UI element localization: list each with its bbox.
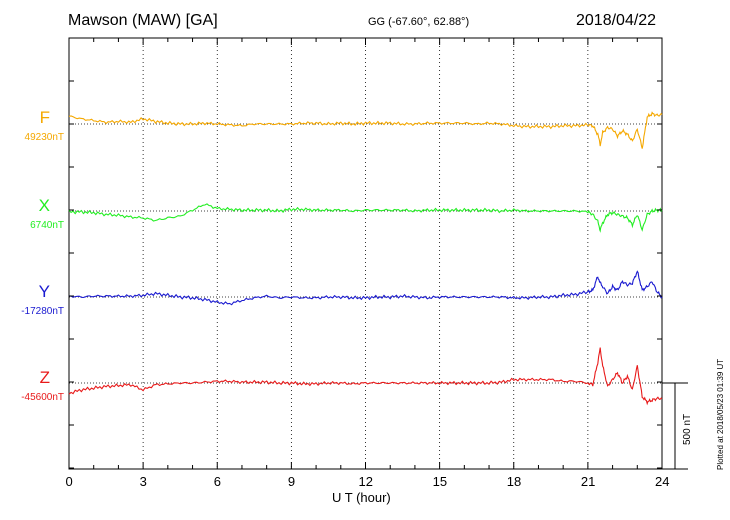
series-group [68, 111, 663, 406]
x-tick-label-12: 12 [358, 474, 373, 489]
x-tick-label-9: 9 [287, 474, 296, 489]
component-label-Z: Z [39, 368, 50, 387]
x-tick-label-18: 18 [506, 474, 522, 489]
x-tick-label-0: 0 [65, 474, 73, 489]
x-tick-label-15: 15 [432, 474, 448, 489]
series-line-F [68, 111, 663, 149]
series-line-Y [68, 270, 663, 306]
scale-bar [662, 382, 688, 470]
component-label-F: F [39, 108, 50, 127]
x-tick-label-6: 6 [213, 474, 221, 489]
series-line-X [68, 203, 663, 233]
x-axis-label: U T (hour) [332, 490, 391, 505]
component-label-X: X [38, 196, 50, 215]
axis-ticks [68, 37, 663, 469]
grid [142, 38, 589, 469]
baseline-value-F: 49230nT [24, 132, 64, 143]
station-coordinates: GG (-67.60°, 62.88°) [368, 16, 470, 28]
x-tick-label-3: 3 [139, 474, 147, 489]
baseline-value-X: 6740nT [30, 220, 64, 231]
baseline-value-Y: -17280nT [21, 306, 64, 317]
x-tick-label-21: 21 [580, 474, 596, 489]
scale-bar-label: 500 nT [682, 413, 693, 445]
component-label-Y: Y [38, 282, 50, 301]
baseline-value-Z: -45600nT [21, 392, 64, 403]
x-tick-label-24: 24 [655, 474, 670, 489]
series-line-Z [68, 347, 663, 406]
chart-date: 2018/04/22 [576, 12, 657, 29]
station-title: Mawson (MAW) [GA] [68, 12, 218, 29]
plotted-timestamp: Plotted at 2018/05/23 01:39 UT [716, 358, 725, 470]
